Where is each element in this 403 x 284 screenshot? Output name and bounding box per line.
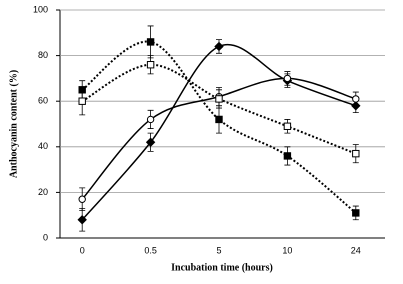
x-tick-label: 10 (282, 245, 292, 255)
x-axis-title: Incubation time (hours) (171, 262, 273, 273)
marker (78, 195, 86, 203)
y-axis-title: Anthocyanin content (%) (8, 70, 19, 178)
marker (214, 41, 224, 52)
marker (283, 152, 292, 160)
marker (146, 38, 155, 46)
y-tick-label: 80 (38, 50, 48, 60)
y-tick-label: 60 (38, 96, 48, 106)
marker (215, 95, 223, 103)
x-tick-label: 5 (216, 245, 221, 255)
marker (146, 61, 155, 69)
y-tick-label: 100 (33, 4, 48, 14)
marker (352, 149, 360, 158)
marker (283, 74, 292, 83)
x-tick-label: 24 (351, 245, 361, 255)
marker (78, 97, 86, 105)
y-tick-label: 40 (38, 141, 48, 151)
marker (146, 115, 155, 124)
y-tick-label: 0 (43, 232, 48, 242)
series-line (81, 40, 357, 214)
x-tick-label: 0 (80, 245, 85, 255)
marker (352, 95, 360, 103)
y-tick-label: 20 (38, 187, 48, 197)
marker (145, 137, 156, 147)
marker (352, 209, 360, 217)
x-tick-label: 0.5 (144, 245, 157, 255)
marker (283, 122, 292, 130)
marker (77, 215, 87, 225)
series-line (81, 43, 357, 221)
marker (215, 115, 223, 124)
